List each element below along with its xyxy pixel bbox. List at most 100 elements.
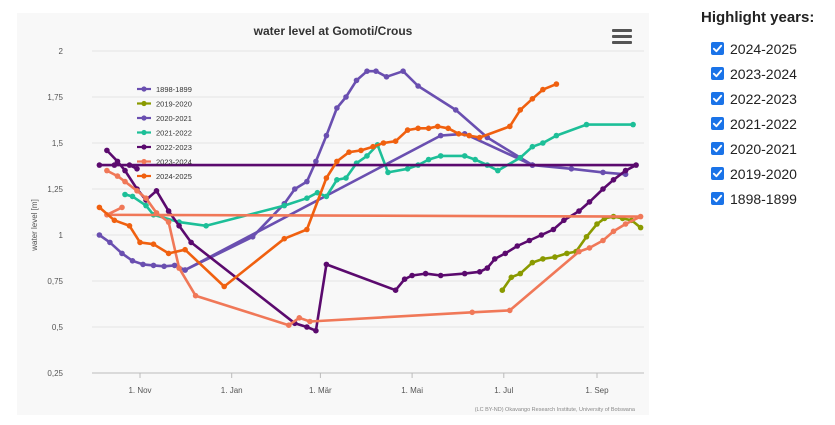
data-point[interactable] — [107, 239, 113, 246]
data-point[interactable] — [153, 188, 160, 194]
checkbox-checked-icon[interactable] — [711, 42, 724, 55]
legend-item[interactable]: 2020-2021 — [137, 114, 192, 123]
data-point[interactable] — [568, 166, 575, 172]
data-point[interactable] — [434, 123, 441, 130]
data-point[interactable] — [610, 228, 617, 235]
data-point[interactable] — [476, 269, 483, 275]
data-point[interactable] — [425, 125, 432, 132]
data-point[interactable] — [400, 68, 406, 74]
data-point[interactable] — [600, 186, 606, 192]
data-point[interactable] — [137, 239, 143, 246]
data-point[interactable] — [296, 315, 303, 321]
data-point[interactable] — [517, 154, 524, 161]
data-point[interactable] — [529, 259, 536, 266]
data-point[interactable] — [281, 235, 288, 242]
data-point[interactable] — [323, 132, 330, 139]
data-point[interactable] — [161, 263, 167, 270]
data-point[interactable] — [472, 156, 479, 163]
data-point[interactable] — [313, 158, 319, 165]
data-point[interactable] — [540, 256, 546, 262]
data-point[interactable] — [455, 131, 462, 137]
highlight-year-checkbox[interactable]: 2020-2021 — [700, 136, 835, 161]
data-point[interactable] — [452, 107, 459, 113]
data-point[interactable] — [508, 274, 515, 281]
data-point[interactable] — [553, 81, 560, 87]
data-point[interactable] — [153, 210, 160, 216]
data-point[interactable] — [150, 262, 157, 269]
data-point[interactable] — [304, 178, 310, 185]
data-point[interactable] — [165, 219, 172, 225]
data-point[interactable] — [343, 175, 349, 181]
data-point[interactable] — [469, 309, 476, 316]
legend-item[interactable]: 2024-2025 — [137, 172, 192, 181]
checkbox-checked-icon[interactable] — [711, 117, 724, 130]
data-point[interactable] — [304, 226, 310, 233]
legend-item[interactable]: 1898-1899 — [137, 85, 192, 94]
data-point[interactable] — [492, 256, 498, 262]
checkbox-checked-icon[interactable] — [711, 142, 724, 155]
data-point[interactable] — [564, 250, 570, 257]
data-point[interactable] — [188, 239, 194, 246]
data-point[interactable] — [484, 265, 491, 271]
data-point[interactable] — [385, 169, 391, 176]
data-point[interactable] — [637, 224, 644, 231]
data-point[interactable] — [583, 121, 590, 128]
data-point[interactable] — [122, 178, 128, 185]
data-point[interactable] — [140, 261, 146, 268]
data-point[interactable] — [96, 204, 103, 211]
data-point[interactable] — [415, 125, 421, 132]
data-point[interactable] — [583, 234, 590, 240]
data-point[interactable] — [307, 318, 313, 325]
data-point[interactable] — [114, 158, 121, 165]
data-point[interactable] — [165, 208, 172, 214]
data-point[interactable] — [409, 272, 415, 279]
legend-item[interactable]: 2019-2020 — [137, 100, 192, 109]
series-2024-2025[interactable] — [96, 81, 560, 290]
data-point[interactable] — [126, 162, 133, 168]
data-point[interactable] — [323, 261, 330, 268]
data-point[interactable] — [122, 191, 128, 198]
data-point[interactable] — [380, 140, 387, 146]
data-point[interactable] — [134, 166, 140, 172]
data-point[interactable] — [594, 221, 600, 227]
data-point[interactable] — [529, 143, 536, 150]
data-point[interactable] — [552, 254, 558, 260]
highlight-year-checkbox[interactable]: 2023-2024 — [700, 61, 835, 86]
highlight-year-checkbox[interactable]: 2021-2022 — [700, 111, 835, 136]
data-point[interactable] — [514, 243, 521, 249]
data-point[interactable] — [249, 234, 256, 240]
data-point[interactable] — [529, 96, 536, 102]
data-point[interactable] — [630, 121, 636, 128]
data-point[interactable] — [104, 167, 110, 174]
data-point[interactable] — [182, 246, 188, 253]
data-point[interactable] — [610, 177, 617, 183]
data-point[interactable] — [104, 147, 110, 154]
highlight-year-checkbox[interactable]: 2019-2020 — [700, 161, 835, 186]
data-point[interactable] — [323, 193, 330, 200]
data-point[interactable] — [96, 162, 103, 168]
data-point[interactable] — [502, 250, 509, 257]
data-point[interactable] — [292, 186, 298, 192]
data-point[interactable] — [538, 232, 545, 238]
data-point[interactable] — [126, 223, 133, 229]
data-point[interactable] — [304, 195, 310, 201]
data-point[interactable] — [143, 195, 149, 201]
data-point[interactable] — [633, 162, 639, 168]
checkbox-checked-icon[interactable] — [711, 192, 724, 205]
data-point[interactable] — [203, 223, 209, 229]
data-point[interactable] — [422, 270, 429, 277]
data-point[interactable] — [517, 107, 524, 113]
data-point[interactable] — [586, 199, 593, 205]
data-point[interactable] — [364, 68, 370, 74]
data-point[interactable] — [314, 189, 321, 196]
data-point[interactable] — [437, 153, 444, 159]
data-point[interactable] — [171, 262, 178, 269]
data-point[interactable] — [134, 188, 140, 194]
data-point[interactable] — [586, 245, 593, 251]
data-point[interactable] — [111, 217, 118, 224]
data-point[interactable] — [401, 276, 408, 283]
data-point[interactable] — [96, 232, 103, 238]
chart-menu-button[interactable] — [610, 26, 634, 46]
data-point[interactable] — [461, 153, 468, 159]
data-point[interactable] — [192, 292, 199, 299]
